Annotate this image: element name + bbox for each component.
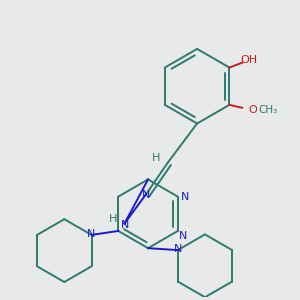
Text: N: N [178, 231, 187, 241]
Text: N: N [121, 220, 130, 230]
Text: H: H [109, 214, 117, 224]
Text: CH₃: CH₃ [259, 105, 278, 115]
Text: OH: OH [241, 55, 258, 65]
Text: N: N [87, 229, 96, 239]
Text: H: H [152, 153, 160, 163]
Text: N: N [181, 192, 189, 202]
Text: N: N [142, 190, 150, 200]
Text: N: N [174, 244, 182, 254]
Text: O: O [248, 105, 257, 115]
